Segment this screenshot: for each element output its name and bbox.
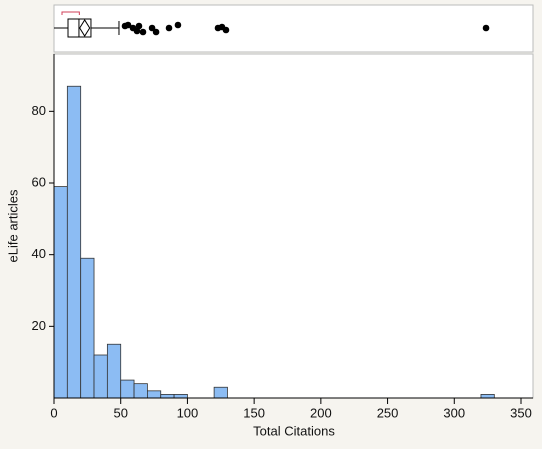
- outlier: [148, 24, 156, 32]
- bar: [106, 343, 122, 399]
- y-tick-label: 20: [32, 318, 46, 333]
- outlier: [133, 27, 141, 35]
- outlier: [124, 21, 132, 29]
- bar: [146, 390, 162, 399]
- y-tick-label: 60: [32, 174, 46, 189]
- bar: [93, 354, 108, 399]
- bar: [173, 394, 188, 399]
- x-tick-label: 350: [510, 405, 532, 420]
- x-tick-label: 250: [377, 405, 399, 420]
- bar: [160, 394, 175, 399]
- outlier: [152, 28, 160, 36]
- bar: [213, 386, 228, 399]
- y-tick-label: 40: [32, 246, 46, 261]
- x-tick-label: 50: [113, 405, 127, 420]
- outlier: [222, 26, 230, 34]
- outlier: [482, 24, 490, 32]
- x-tick-label: 100: [177, 405, 199, 420]
- bar: [80, 257, 95, 399]
- x-tick-label: 0: [50, 405, 57, 420]
- outlier: [135, 22, 143, 30]
- outlier: [139, 28, 147, 36]
- bar: [133, 383, 148, 399]
- x-tick-label: 300: [443, 405, 465, 420]
- y-axis-title: eLife articles: [5, 189, 20, 262]
- bar: [120, 379, 135, 399]
- bar: [480, 394, 495, 399]
- bar: [66, 85, 82, 399]
- outlier: [165, 24, 173, 32]
- bar: [53, 186, 68, 399]
- x-tick-label: 150: [243, 405, 265, 420]
- y-tick-label: 80: [32, 103, 46, 118]
- x-axis-title: Total Citations: [253, 423, 335, 438]
- x-tick-label: 200: [310, 405, 332, 420]
- outlier: [174, 21, 182, 29]
- mean-diamond: [79, 19, 91, 37]
- shortest-half: [61, 11, 80, 15]
- plot-panel: [53, 53, 534, 399]
